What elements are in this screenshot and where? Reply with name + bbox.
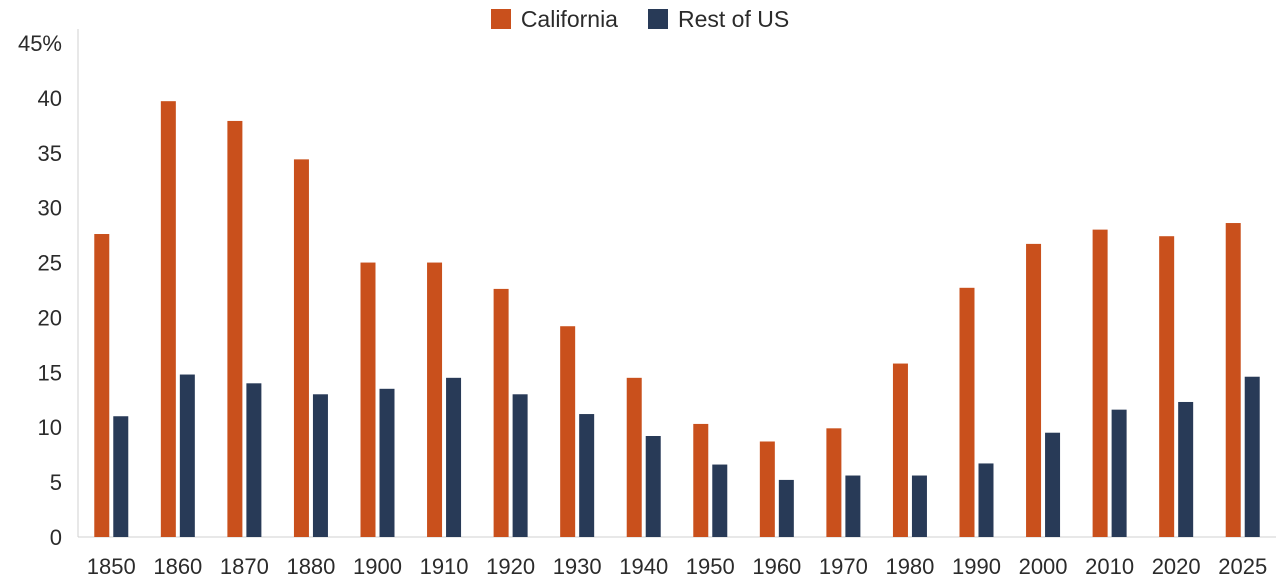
bar-california-1870: [227, 120, 243, 537]
x-tick-label: 1850: [87, 554, 136, 579]
y-tick-label: 0: [50, 525, 62, 550]
legend-swatch-rest-of-us: [647, 9, 668, 29]
bar-california-1940: [626, 377, 642, 537]
bar-california-2010: [1092, 229, 1108, 537]
bar-california-1970: [826, 428, 842, 537]
legend-item-rest-of-us: Rest of US: [647, 5, 790, 33]
x-tick-label: 2000: [1019, 554, 1068, 579]
x-tick-label: 1870: [220, 554, 269, 579]
bar-california-1930: [560, 326, 576, 537]
x-tick-label: 1920: [486, 554, 535, 579]
bar-rest-of-us-2020: [1178, 401, 1194, 537]
bar-california-1950: [693, 423, 709, 537]
bar-rest-of-us-1910: [446, 377, 462, 537]
bar-california-1880: [293, 159, 309, 537]
legend-label-rest-of-us: Rest of US: [677, 5, 790, 32]
y-tick-label: 45%: [18, 31, 62, 56]
y-tick-label: 5: [50, 470, 62, 495]
bar-california-2000: [1026, 243, 1042, 538]
bar-rest-of-us-2000: [1045, 432, 1061, 537]
bar-rest-of-us-1950: [712, 464, 728, 537]
bar-rest-of-us-1900: [379, 388, 395, 537]
bar-rest-of-us-1860: [179, 374, 195, 537]
bar-rest-of-us-1880: [312, 394, 328, 537]
legend-swatch-california: [490, 9, 511, 29]
y-tick-label: 15: [38, 360, 62, 385]
bar-rest-of-us-1960: [778, 479, 794, 537]
x-tick-label: 1960: [752, 554, 801, 579]
bar-california-2025: [1225, 223, 1241, 537]
y-tick-label: 35: [38, 141, 62, 166]
x-tick-label: 1940: [619, 554, 668, 579]
bar-california-1910: [427, 262, 443, 537]
x-tick-label: 2010: [1085, 554, 1134, 579]
y-tick-label: 10: [38, 415, 62, 440]
legend-item-california: California: [490, 5, 618, 33]
x-tick-label: 1980: [885, 554, 934, 579]
bar-california-1960: [759, 441, 775, 537]
bar-rest-of-us-2010: [1111, 409, 1127, 537]
x-tick-label: 1950: [686, 554, 735, 579]
bar-rest-of-us-1990: [978, 463, 994, 537]
legend: California Rest of US: [0, 4, 1280, 34]
bar-rest-of-us-1970: [845, 475, 861, 537]
bar-california-1900: [360, 262, 376, 537]
bar-rest-of-us-1940: [645, 436, 661, 537]
bar-california-2020: [1159, 236, 1175, 537]
y-tick-label: 20: [38, 305, 62, 330]
bar-california-1860: [160, 101, 176, 537]
bar-rest-of-us-1920: [512, 394, 528, 537]
bar-rest-of-us-1930: [579, 414, 595, 537]
bar-rest-of-us-1850: [113, 416, 129, 537]
bar-california-1920: [493, 288, 509, 537]
bar-rest-of-us-1980: [911, 475, 927, 537]
bar-california-1990: [959, 287, 975, 537]
bar-california-1850: [94, 234, 110, 537]
bar-rest-of-us-2025: [1244, 376, 1260, 537]
y-tick-label: 25: [38, 251, 62, 276]
x-tick-label: 1970: [819, 554, 868, 579]
x-tick-label: 1860: [153, 554, 202, 579]
x-tick-label: 2025: [1218, 554, 1267, 579]
x-tick-label: 2020: [1152, 554, 1201, 579]
y-tick-label: 30: [38, 196, 62, 221]
y-tick-label: 40: [38, 86, 62, 111]
x-tick-label: 1930: [553, 554, 602, 579]
bar-rest-of-us-1870: [246, 383, 262, 537]
x-tick-label: 1880: [286, 554, 335, 579]
bar-california-1980: [892, 363, 908, 537]
x-tick-label: 1900: [353, 554, 402, 579]
x-tick-label: 1910: [420, 554, 469, 579]
legend-label-california: California: [520, 5, 618, 32]
x-tick-label: 1990: [952, 554, 1001, 579]
